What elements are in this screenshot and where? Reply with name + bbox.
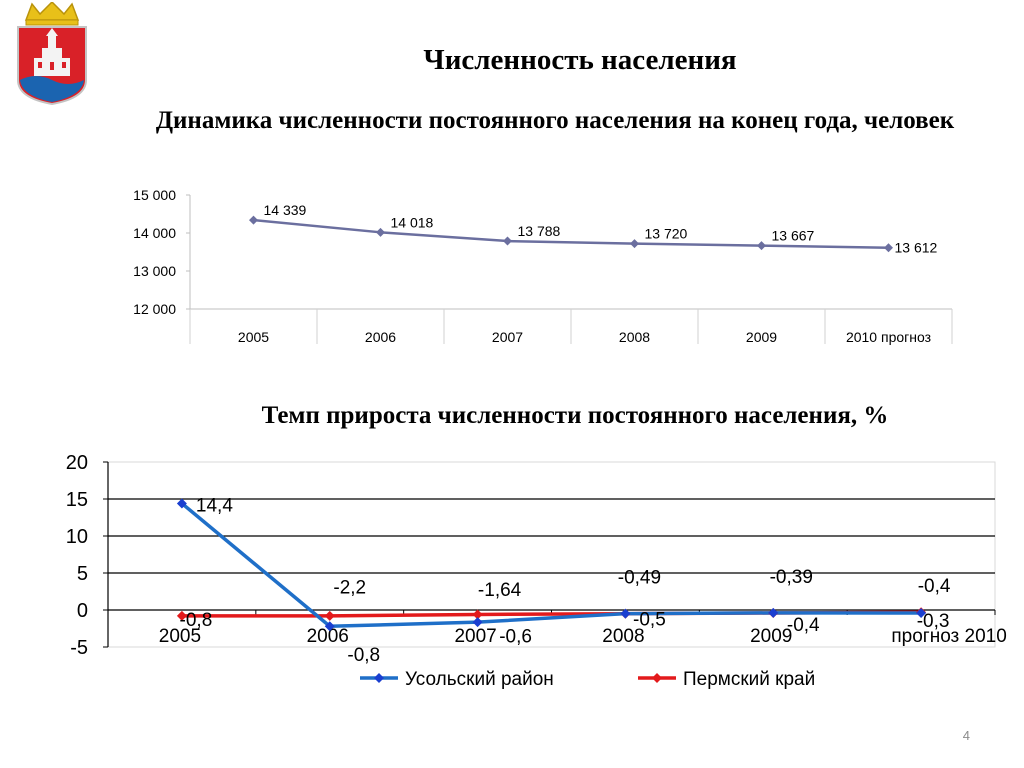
legend-marker — [652, 673, 662, 683]
data-point-perm — [176, 610, 187, 621]
data-label-perm: -0,6 — [499, 626, 532, 647]
y-tick-label: 5 — [77, 563, 88, 585]
data-label-perm: -0,3 — [917, 611, 950, 632]
data-label: 13 667 — [772, 228, 815, 244]
x-tick-label: 2009 — [750, 626, 792, 647]
x-tick-label: 2008 — [602, 626, 644, 647]
x-tick-label: 2009 — [746, 329, 777, 345]
legend-marker — [374, 673, 384, 683]
x-tick-label: 2006 — [307, 626, 349, 647]
legend-label: Пермский край — [683, 669, 815, 690]
data-point-usolsky — [620, 608, 631, 619]
page-number: 4 — [962, 728, 970, 743]
y-tick-label: -5 — [70, 637, 88, 659]
data-point — [884, 243, 893, 253]
data-point-usolsky — [916, 607, 927, 618]
chart2-title: Темп прироста численности постоянного на… — [261, 402, 889, 429]
data-label-usolsky: -0,4 — [918, 576, 951, 597]
data-point-usolsky — [768, 607, 779, 618]
data-point — [376, 227, 385, 237]
x-tick-label: 2005 — [238, 329, 269, 345]
slide-title: Численность населения — [423, 44, 737, 76]
data-point-usolsky — [472, 617, 483, 628]
data-label-usolsky: -0,39 — [770, 567, 813, 588]
series-line-usolsky — [180, 502, 922, 629]
y-tick-label: 15 — [66, 489, 88, 511]
y-tick-label: 14 000 — [133, 225, 176, 241]
data-label-usolsky: -2,2 — [333, 577, 366, 598]
data-point-perm — [472, 609, 483, 620]
data-point — [249, 215, 258, 225]
y-tick-label: 13 000 — [133, 263, 176, 279]
growth-rate-line-chart: -5 0 5 10 15 20 2005 2006 2007 2008 2009 прогноз 20… — [66, 452, 1007, 690]
y-tick-label: 15 000 — [133, 187, 176, 203]
y-tick-label: 0 — [77, 600, 88, 622]
coat-of-arms-icon — [17, 2, 87, 106]
y-tick-label: 20 — [66, 452, 88, 474]
series-line — [253, 218, 889, 249]
data-label-usolsky: 14,4 — [196, 495, 233, 516]
chart1-title: Динамика численности постоянного населен… — [155, 107, 955, 134]
legend-label: Усольский район — [405, 669, 554, 690]
x-tick-label: 2010 прогноз — [846, 329, 931, 345]
data-point-perm — [324, 610, 335, 621]
data-label: 14 339 — [264, 202, 307, 218]
data-point — [757, 241, 766, 251]
data-label-perm: -0,8 — [180, 610, 213, 631]
data-label-perm: -0,4 — [787, 615, 820, 636]
x-tick-label: 2006 — [365, 329, 396, 345]
data-label: 13 788 — [518, 223, 561, 239]
x-tick-label: 2005 — [159, 626, 201, 647]
data-point-usolsky — [324, 621, 335, 632]
data-point — [503, 236, 512, 246]
data-label-perm: -0,8 — [347, 645, 380, 666]
data-point-usolsky — [176, 498, 187, 509]
data-label: 14 018 — [391, 214, 434, 230]
data-label-usolsky: -0,49 — [618, 568, 661, 589]
x-tick-label: 2007 — [454, 626, 496, 647]
data-label: 13 720 — [645, 226, 688, 242]
y-tick-label: 12 000 — [133, 301, 176, 317]
x-tick-label: 2008 — [619, 329, 650, 345]
data-label-perm: -0,5 — [633, 610, 666, 631]
x-tick-label: 2007 — [492, 329, 523, 345]
x-tick-label: прогноз 2010 — [891, 626, 1006, 647]
data-label-usolsky: -1,64 — [478, 580, 522, 601]
y-tick-label: 10 — [66, 526, 88, 548]
data-point — [630, 239, 639, 249]
population-line-chart: 12 000 13 000 14 000 15 000 2005 2006 2007 2008… — [133, 187, 953, 345]
data-label: 13 612 — [895, 240, 938, 256]
